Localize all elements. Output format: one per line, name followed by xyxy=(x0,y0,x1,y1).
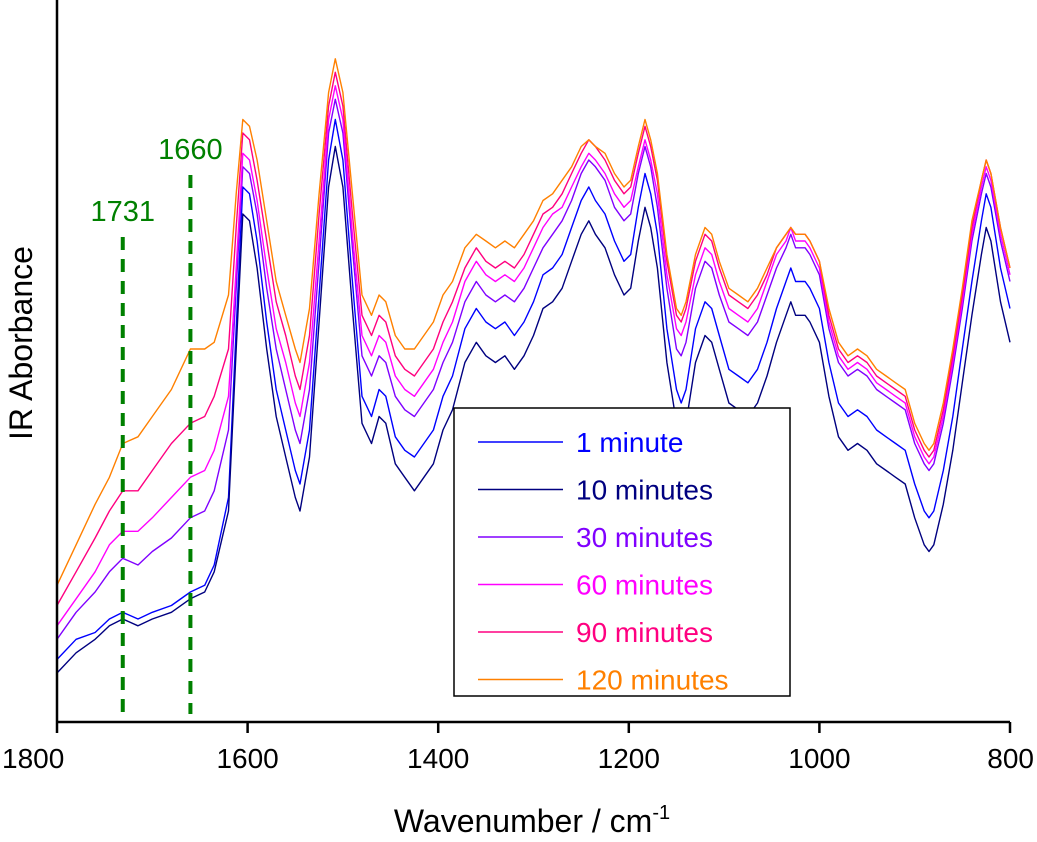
series-line-1 xyxy=(56,118,1011,660)
legend-label-2: 10 minutes xyxy=(576,475,713,506)
x-tick-label-800: 800 xyxy=(987,743,1034,774)
x-tick-label-1000: 1000 xyxy=(788,743,850,774)
legend-label-1: 1 minute xyxy=(576,427,683,458)
x-tick-label-1200: 1200 xyxy=(598,743,660,774)
x-ticks-group: 1800 1600 1400 1200 1000 800 xyxy=(2,722,1034,774)
x-axis-title-main: Wavenumber / cm xyxy=(394,803,652,839)
series-line-2 xyxy=(56,145,1011,674)
annotation-label-1660: 1660 xyxy=(158,134,223,166)
series-line-4 xyxy=(56,85,1011,627)
x-tick-label-1600: 1600 xyxy=(216,743,278,774)
legend: 1 minute 10 minutes 30 minutes 60 minutes 90… xyxy=(453,407,791,697)
x-axis-title: Wavenumber / cm-1 xyxy=(394,802,670,839)
legend-label-4: 60 minutes xyxy=(576,570,713,601)
legend-label-6: 120 minutes xyxy=(576,665,729,696)
x-tick-label-1800: 1800 xyxy=(2,743,64,774)
axes-group xyxy=(55,0,1010,724)
series-lines-group xyxy=(56,58,1011,674)
y-axis-title: IR Aborbance xyxy=(3,246,39,440)
x-tick-label-1400: 1400 xyxy=(407,743,469,774)
legend-label-5: 90 minutes xyxy=(576,617,713,648)
series-line-6 xyxy=(56,58,1011,586)
series-line-3 xyxy=(56,98,1011,640)
annotation-label-1731: 1731 xyxy=(90,196,155,228)
legend-box xyxy=(453,407,791,697)
legend-label-3: 30 minutes xyxy=(576,522,713,553)
x-axis-title-superscript: -1 xyxy=(652,802,670,824)
